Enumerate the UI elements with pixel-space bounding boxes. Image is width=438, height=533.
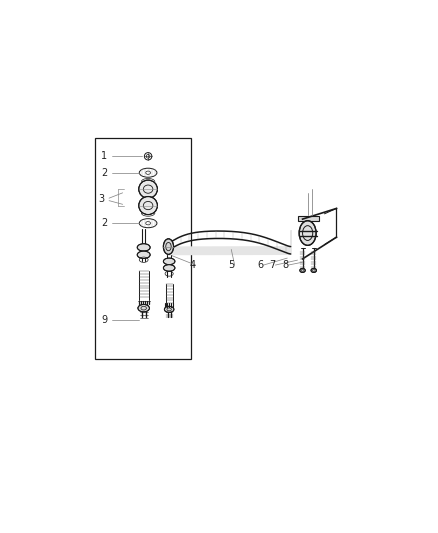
Text: 2: 2 [101, 218, 107, 228]
Text: 8: 8 [282, 260, 288, 270]
Text: 5: 5 [228, 260, 235, 270]
Ellipse shape [299, 221, 316, 245]
Ellipse shape [300, 268, 305, 272]
Ellipse shape [137, 244, 150, 251]
Ellipse shape [139, 197, 157, 215]
Bar [95, 138, 191, 359]
Bar [298, 216, 318, 221]
Text: 1: 1 [101, 151, 107, 161]
Ellipse shape [163, 258, 175, 265]
Ellipse shape [139, 180, 157, 198]
Text: 7: 7 [269, 260, 276, 270]
Text: 9: 9 [101, 316, 107, 326]
Text: 4: 4 [190, 260, 196, 270]
Ellipse shape [163, 239, 173, 254]
Ellipse shape [311, 268, 317, 272]
Text: 6: 6 [258, 260, 264, 270]
Ellipse shape [164, 306, 174, 312]
Text: 2: 2 [101, 168, 107, 177]
Ellipse shape [138, 304, 149, 312]
Text: 3: 3 [98, 195, 104, 204]
Ellipse shape [163, 265, 175, 271]
Ellipse shape [137, 251, 150, 259]
